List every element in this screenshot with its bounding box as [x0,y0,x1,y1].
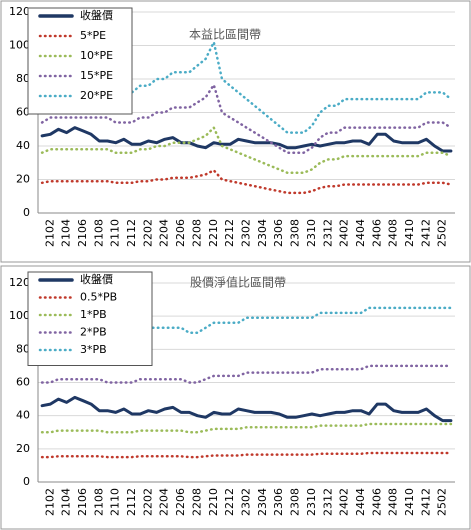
x-tick-label: 2404 [354,219,367,247]
y-tick-label: 80 [16,72,30,85]
y-tick-label: 60 [16,376,30,389]
x-tick-label: 2402 [338,219,351,247]
x-tick-label: 2208 [190,488,203,516]
legend-label: 1*PB [80,308,107,321]
legend-label: 3*PB [80,343,107,356]
x-tick-label: 2108 [92,219,105,247]
legend-label: 2*PB [80,326,107,339]
x-tick-label: 2412 [419,488,432,516]
x-tick-label: 2408 [387,219,400,247]
x-tick-label: 2310 [305,219,318,247]
x-tick-label: 2210 [207,488,220,516]
y-tick-label: 0 [23,206,30,219]
x-tick-label: 2106 [76,219,89,247]
x-tick-label: 2104 [60,488,73,516]
x-tick-label: 2204 [158,488,171,516]
x-tick-label: 2202 [141,488,154,516]
x-tick-label: 2312 [321,219,334,247]
x-tick-label: 2306 [272,219,285,247]
x-tick-label: 2110 [109,488,122,516]
x-tick-label: 2412 [419,219,432,247]
x-tick-label: 2310 [305,488,318,516]
y-tick-label: 60 [16,106,30,119]
legend-label: 收盤價 [80,8,113,22]
y-tick-label: 120 [9,276,30,289]
x-tick-label: 2206 [174,219,187,247]
x-tick-label: 2408 [387,488,400,516]
x-tick-label: 2410 [403,219,416,247]
x-tick-label: 2102 [43,219,56,247]
legend-label: 10*PE [80,49,113,62]
x-tick-label: 2204 [158,219,171,247]
series-line [40,364,453,384]
x-tick-label: 2308 [289,488,302,516]
x-tick-label: 2212 [223,219,236,247]
x-tick-label: 2306 [272,488,285,516]
y-tick-label: 40 [16,409,30,422]
x-tick-label: 2106 [76,488,89,516]
series-line [40,83,453,154]
x-tick-label: 2102 [43,488,56,516]
y-tick-label: 80 [16,342,30,355]
y-tick-label: 40 [16,139,30,152]
x-tick-label: 2308 [289,219,302,247]
x-tick-label: 2404 [354,488,367,516]
y-tick-label: 100 [9,39,30,52]
series-line [40,451,453,459]
series-line [40,126,453,175]
y-tick-label: 0 [23,475,30,488]
legend-label: 收盤價 [80,272,113,286]
y-tick-label: 20 [16,442,30,455]
series-line [40,169,453,195]
x-tick-label: 2410 [403,488,416,516]
x-tick-label: 2212 [223,488,236,516]
legend-label: 20*PE [80,89,113,102]
x-tick-label: 2304 [256,219,269,247]
y-tick-label: 120 [9,5,30,18]
x-tick-label: 2502 [436,219,449,247]
series-line [40,395,453,423]
x-tick-label: 2406 [370,488,383,516]
x-tick-label: 2406 [370,219,383,247]
x-tick-label: 2502 [436,488,449,516]
x-tick-label: 2108 [92,488,105,516]
legend-label: 15*PE [80,69,113,82]
x-tick-label: 2208 [190,219,203,247]
legend-box [27,271,153,366]
legend-label: 5*PE [80,29,106,42]
y-tick-label: 100 [9,309,30,322]
x-tick-label: 2110 [109,219,122,247]
x-tick-label: 2202 [141,219,154,247]
annotation: 股價淨值比區間帶 [190,275,286,290]
x-tick-label: 2112 [125,488,138,516]
x-tick-label: 2210 [207,219,220,247]
series-line [40,126,453,153]
legend-label: 0.5*PB [80,291,117,304]
x-tick-label: 2304 [256,488,269,516]
y-tick-label: 20 [16,173,30,186]
x-tick-label: 2206 [174,488,187,516]
x-tick-label: 2302 [240,219,253,247]
annotation: 本益比區間帶 [189,28,261,42]
x-tick-label: 2302 [240,488,253,516]
x-tick-label: 2402 [338,488,351,516]
x-tick-label: 2104 [60,219,73,247]
x-tick-label: 2112 [125,219,138,247]
series-line [40,422,453,434]
x-tick-label: 2312 [321,488,334,516]
